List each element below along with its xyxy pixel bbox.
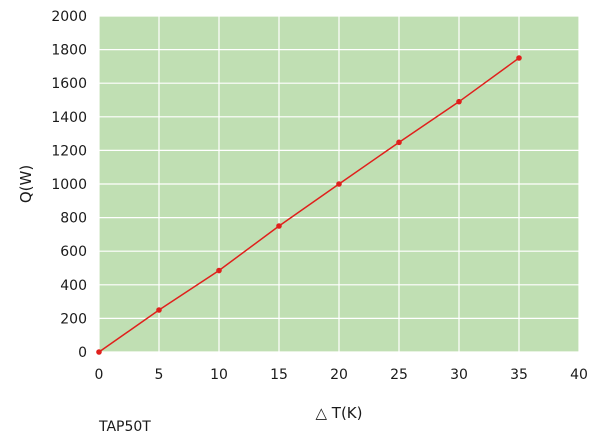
x-tick-label: 5 bbox=[155, 367, 164, 383]
y-tick-label: 1800 bbox=[51, 43, 87, 59]
y-tick-label: 1000 bbox=[51, 177, 87, 193]
x-tick-label: 40 bbox=[570, 367, 588, 383]
y-tick-label: 200 bbox=[60, 311, 87, 327]
y-tick-labels: 0 200 400 600 800 1000 1200 1400 1600 1800 2000 bbox=[51, 9, 87, 361]
data-point bbox=[456, 98, 462, 105]
data-point bbox=[216, 267, 222, 274]
y-tick-label: 400 bbox=[60, 278, 87, 294]
x-tick-label: 30 bbox=[450, 367, 468, 383]
chart-caption: TAP50T bbox=[98, 419, 151, 435]
x-tick-label: 35 bbox=[510, 367, 528, 383]
data-point bbox=[396, 139, 402, 146]
x-tick-label: 0 bbox=[95, 367, 104, 383]
y-tick-label: 0 bbox=[78, 345, 87, 361]
y-tick-label: 2000 bbox=[51, 9, 87, 25]
data-point bbox=[96, 349, 102, 355]
series-group bbox=[96, 55, 522, 355]
x-axis-label: △ T(K) bbox=[315, 404, 362, 422]
data-point bbox=[516, 55, 522, 61]
data-point bbox=[156, 307, 162, 313]
data-point bbox=[276, 223, 282, 229]
y-tick-label: 1400 bbox=[51, 110, 87, 126]
x-tick-labels: 0 5 10 15 20 25 30 35 40 bbox=[95, 367, 588, 383]
y-tick-label: 1600 bbox=[51, 76, 87, 92]
y-tick-label: 600 bbox=[60, 244, 87, 260]
y-tick-label: 1200 bbox=[51, 143, 87, 159]
x-tick-label: 10 bbox=[210, 367, 228, 383]
series-line bbox=[98, 57, 520, 353]
x-tick-label: 20 bbox=[330, 367, 348, 383]
y-tick-label: 800 bbox=[60, 211, 87, 227]
y-axis-label: Q(W) bbox=[17, 165, 35, 203]
data-point bbox=[336, 181, 342, 187]
x-tick-label: 15 bbox=[270, 367, 288, 383]
x-tick-label: 25 bbox=[390, 367, 408, 383]
